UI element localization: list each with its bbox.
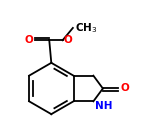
Text: O: O	[120, 84, 129, 94]
Text: NH: NH	[95, 101, 113, 111]
Text: O: O	[24, 35, 33, 45]
Text: O: O	[64, 35, 72, 45]
Text: CH$_3$: CH$_3$	[75, 21, 97, 35]
